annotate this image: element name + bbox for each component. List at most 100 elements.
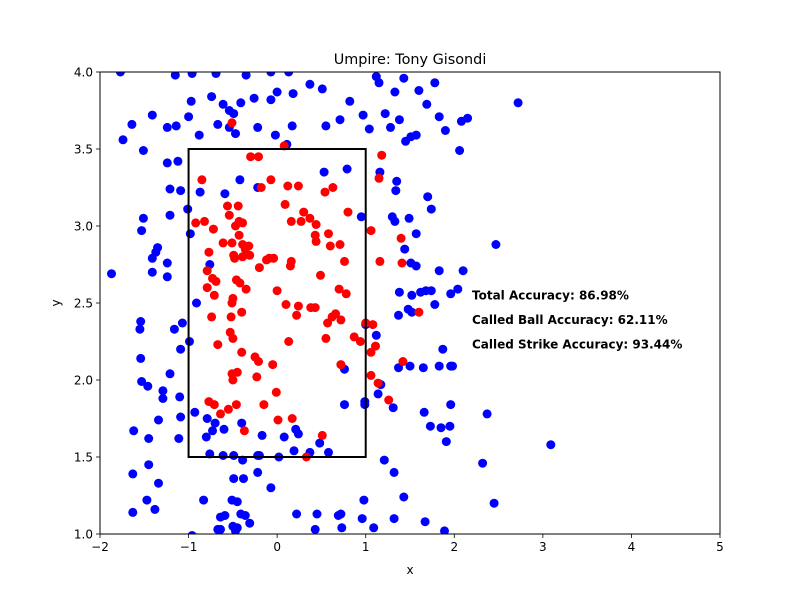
pitch-point-blue bbox=[175, 392, 185, 402]
pitch-point-red bbox=[280, 199, 290, 209]
pitch-point-blue bbox=[137, 226, 147, 236]
pitch-point-red bbox=[223, 201, 232, 211]
pitch-point-red bbox=[254, 152, 263, 162]
pitch-point-blue bbox=[147, 110, 157, 120]
pitch-point-blue bbox=[174, 434, 184, 443]
pitch-point-blue bbox=[165, 184, 175, 194]
pitch-point-blue bbox=[158, 386, 168, 396]
pitch-point-blue bbox=[237, 418, 247, 428]
pitch-point-blue bbox=[118, 135, 128, 145]
pitch-point-blue bbox=[185, 229, 195, 239]
pitch-point-blue bbox=[446, 289, 456, 299]
pitch-point-red bbox=[237, 307, 247, 317]
pitch-point-blue bbox=[218, 451, 228, 460]
pitch-point-blue bbox=[305, 79, 315, 89]
pitch-point-blue bbox=[345, 96, 355, 106]
pitch-point-red bbox=[228, 375, 238, 385]
pitch-point-blue bbox=[335, 115, 345, 125]
pitch-point-red bbox=[223, 404, 233, 414]
pitch-point-blue bbox=[411, 261, 421, 271]
pitch-point-blue bbox=[414, 86, 424, 95]
pitch-point-red bbox=[328, 183, 338, 192]
pitch-point-blue bbox=[446, 400, 456, 410]
pitch-point-blue bbox=[270, 130, 280, 140]
pitch-point-red bbox=[366, 370, 376, 380]
pitch-point-red bbox=[343, 207, 353, 217]
pitch-point-blue bbox=[394, 310, 403, 320]
pitch-point-blue bbox=[192, 298, 201, 308]
pitch-point-blue bbox=[369, 523, 379, 533]
pitch-point-red bbox=[281, 300, 291, 309]
pitch-point-red bbox=[316, 270, 325, 280]
pitch-point-red bbox=[207, 312, 217, 322]
pitch-point-blue bbox=[253, 122, 263, 132]
pitch-point-blue bbox=[210, 418, 220, 428]
pitch-point-red bbox=[336, 360, 346, 370]
pitch-point-blue bbox=[315, 438, 325, 448]
pitch-point-blue bbox=[342, 164, 352, 174]
pitch-point-red bbox=[254, 263, 264, 273]
y-tick-label: 3.0 bbox=[74, 220, 93, 234]
pitch-point-blue bbox=[171, 121, 181, 131]
pitch-point-blue bbox=[419, 407, 429, 417]
pitch-point-blue bbox=[144, 434, 154, 443]
pitch-point-blue bbox=[356, 212, 366, 222]
pitch-point-red bbox=[266, 175, 276, 185]
pitch-point-red bbox=[355, 337, 365, 346]
pitch-point-red bbox=[283, 181, 293, 191]
pitch-point-red bbox=[310, 303, 320, 313]
pitch-point-blue bbox=[136, 317, 146, 326]
pitch-point-blue bbox=[213, 524, 223, 534]
pitch-point-red bbox=[208, 224, 218, 234]
pitch-point-blue bbox=[235, 175, 245, 185]
pitch-point-blue bbox=[279, 432, 289, 442]
pitch-point-red bbox=[216, 409, 225, 419]
pitch-point-blue bbox=[173, 156, 183, 166]
pitch-point-red bbox=[287, 414, 297, 423]
pitch-point-blue bbox=[190, 407, 200, 417]
y-tick-label: 2.0 bbox=[74, 374, 93, 388]
pitch-point-red bbox=[224, 210, 234, 220]
x-tick-label: 3 bbox=[539, 540, 547, 554]
pitch-point-red bbox=[334, 284, 344, 294]
chart-title: Umpire: Tony Gisondi bbox=[334, 52, 487, 68]
x-tick-label: 2 bbox=[450, 540, 458, 554]
pitch-point-blue bbox=[199, 495, 209, 505]
pitch-point-red bbox=[340, 256, 349, 266]
pitch-point-red bbox=[191, 218, 201, 228]
pitch-point-red bbox=[232, 367, 242, 377]
pitch-point-blue bbox=[426, 286, 436, 296]
pitch-point-blue bbox=[162, 258, 172, 268]
pitch-point-red bbox=[254, 357, 263, 366]
pitch-point-blue bbox=[337, 523, 347, 533]
pitch-point-blue bbox=[438, 344, 448, 354]
pitch-point-blue bbox=[317, 84, 327, 94]
pitch-point-red bbox=[377, 150, 387, 160]
pitch-point-blue bbox=[158, 394, 168, 403]
pitch-point-blue bbox=[107, 269, 116, 279]
pitch-point-blue bbox=[147, 253, 157, 263]
y-tick-label: 1.5 bbox=[74, 451, 93, 465]
pitch-point-blue bbox=[458, 266, 468, 276]
pitch-point-blue bbox=[162, 122, 172, 132]
pitch-point-blue bbox=[229, 451, 239, 460]
accuracy-annotation: Total Accuracy: 86.98% bbox=[472, 288, 629, 302]
pitch-point-red bbox=[233, 201, 243, 211]
pitch-point-blue bbox=[420, 517, 430, 527]
pitch-point-blue bbox=[399, 492, 409, 502]
pitch-point-red bbox=[286, 216, 296, 226]
pitch-point-red bbox=[228, 333, 238, 343]
pitch-point-blue bbox=[266, 483, 276, 493]
pitch-point-blue bbox=[321, 121, 331, 131]
pitch-point-red bbox=[398, 357, 408, 366]
pitch-point-red bbox=[238, 218, 248, 228]
pitch-point-blue bbox=[165, 210, 175, 220]
pitch-point-blue bbox=[236, 509, 246, 519]
pitch-point-blue bbox=[138, 213, 148, 223]
pitch-point-red bbox=[218, 238, 228, 248]
pitch-point-blue bbox=[266, 72, 276, 77]
pitch-point-blue bbox=[400, 244, 410, 254]
pitch-point-blue bbox=[386, 122, 395, 132]
pitch-point-blue bbox=[426, 204, 436, 214]
